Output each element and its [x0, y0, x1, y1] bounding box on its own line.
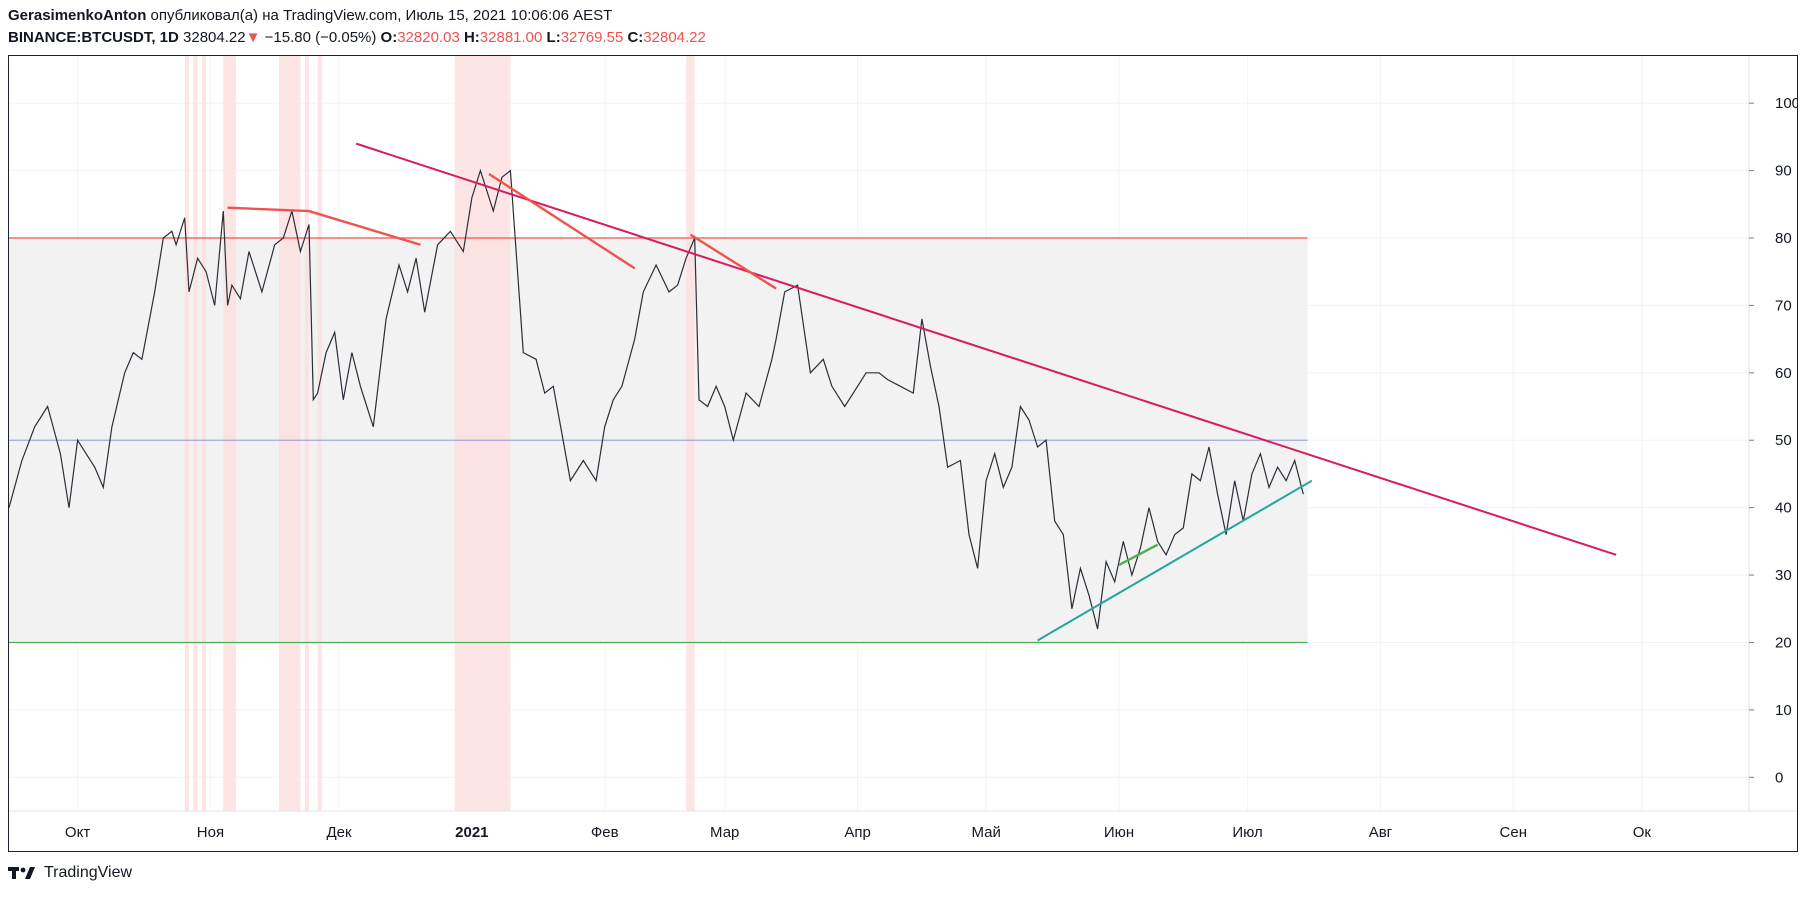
signal-highlight [279, 56, 301, 811]
symbol-label[interactable]: BINANCE:BTCUSDT, 1D [8, 29, 179, 46]
signal-highlight [317, 56, 322, 811]
low-label: L: [546, 29, 561, 46]
tradingview-brand-text: TradingView [44, 864, 133, 881]
x-tick-label: Ноя [197, 824, 224, 841]
x-tick-label: Фев [591, 824, 619, 841]
y-tick-label: 20 [1775, 634, 1792, 651]
y-tick-label: 30 [1775, 567, 1792, 584]
signal-highlight [223, 56, 237, 811]
y-tick-label: 80 [1775, 230, 1792, 247]
trendline-div [689, 233, 777, 290]
trendline-bull [1118, 543, 1159, 567]
high-value: 32881.00 [479, 29, 543, 46]
x-tick-label: Окт [65, 824, 90, 841]
author-name[interactable]: GerasimenkoAnton [8, 7, 147, 24]
signal-highlight [184, 56, 189, 811]
signal-highlight [304, 56, 309, 811]
signal-highlight [686, 56, 695, 811]
trendline-up [1037, 479, 1313, 642]
close-value: 32804.22 [643, 29, 706, 46]
chart-canvas[interactable]: 0 10 20 30 40 50 60 70 80 90 100 Окт Ноя Дек 2021 Фев Ма… [9, 56, 1797, 851]
chart-pane[interactable]: 0 10 20 30 40 50 60 70 80 90 100 Окт Ноя Дек 2021 Фев Ма… [8, 55, 1798, 852]
signal-highlight [193, 56, 198, 811]
oscillator-line [9, 168, 1304, 630]
low-value: 32769.55 [560, 29, 624, 46]
y-tick-label: 50 [1775, 432, 1792, 449]
open-value: 32820.03 [397, 29, 460, 46]
y-tick-label: 90 [1775, 163, 1792, 180]
signal-highlight [201, 56, 207, 811]
trendline-down [355, 142, 1617, 556]
open-label: O: [380, 29, 398, 46]
y-tick-label: 40 [1775, 500, 1792, 517]
x-tick-label: Авг [1369, 824, 1393, 841]
x-tick-label: Дек [326, 824, 352, 841]
y-tick-label: 10 [1775, 702, 1792, 719]
x-tick-label: Сен [1500, 824, 1527, 841]
y-tick-label: 100 [1775, 95, 1797, 112]
tradingview-branding[interactable]: TradingView [8, 864, 132, 882]
x-tick-label: Мар [710, 824, 739, 841]
y-tick-label: 70 [1775, 297, 1792, 314]
x-tick-label: Июн [1104, 824, 1134, 841]
price-change: −15.80 (−0.05%) [264, 29, 377, 46]
tradingview-logo-icon [8, 867, 35, 879]
x-tick-label: Май [971, 824, 1000, 841]
down-arrow-icon: ▼ [245, 29, 261, 46]
x-tick-label: Ок [1633, 824, 1652, 841]
y-tick-label: 60 [1775, 365, 1792, 382]
close-label: C: [627, 29, 644, 46]
last-price: 32804.22 [183, 29, 246, 46]
trendline-div [227, 206, 310, 213]
x-tick-label: Июл [1232, 824, 1262, 841]
ohlc-legend: BINANCE:BTCUSDT, 1D 32804.22▼ −15.80 (−0… [8, 29, 706, 46]
trendline-div [488, 172, 636, 270]
signal-highlight [454, 56, 511, 811]
trendline-div [308, 209, 421, 246]
x-tick-label: Апр [844, 824, 870, 841]
x-tick-label: 2021 [455, 824, 488, 841]
published-text: опубликовал(а) на TradingView.com, Июль … [150, 7, 613, 24]
y-tick-label: 0 [1775, 769, 1783, 786]
chart-author-line: GerasimenkoAnton опубликовал(а) на Tradi… [8, 7, 612, 24]
high-label: H: [463, 29, 480, 46]
